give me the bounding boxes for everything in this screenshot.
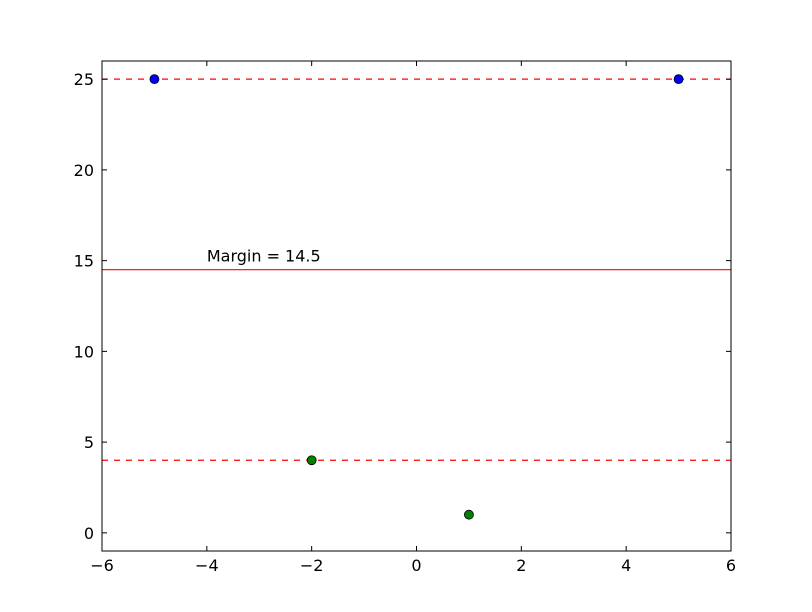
x-tick-label: −6	[90, 556, 114, 575]
data-points	[149, 74, 684, 520]
x-tick-label: 6	[726, 556, 736, 575]
y-axis-ticks: 0 5 10 15 20 25	[74, 70, 731, 543]
x-tick-label: 4	[621, 556, 631, 575]
y-tick-label: 20	[74, 161, 94, 180]
y-tick-label: 15	[74, 252, 94, 271]
y-tick-label: 25	[74, 70, 94, 89]
y-tick-label: 5	[84, 433, 94, 452]
margin-annotation: Margin = 14.5	[207, 247, 321, 266]
y-tick-label: 0	[84, 524, 94, 543]
x-tick-label: 2	[516, 556, 526, 575]
reference-lines	[102, 78, 731, 461]
x-axis-ticks: −6 −4 −2 0 2 4 6	[90, 61, 736, 575]
data-point-2	[306, 455, 317, 466]
x-tick-label: −4	[195, 556, 219, 575]
x-tick-label: 0	[411, 556, 421, 575]
x-tick-label: −2	[300, 556, 324, 575]
data-point-0	[149, 74, 160, 85]
data-point-3	[464, 509, 474, 520]
data-point-1	[673, 74, 684, 85]
y-tick-label: 10	[74, 342, 94, 361]
